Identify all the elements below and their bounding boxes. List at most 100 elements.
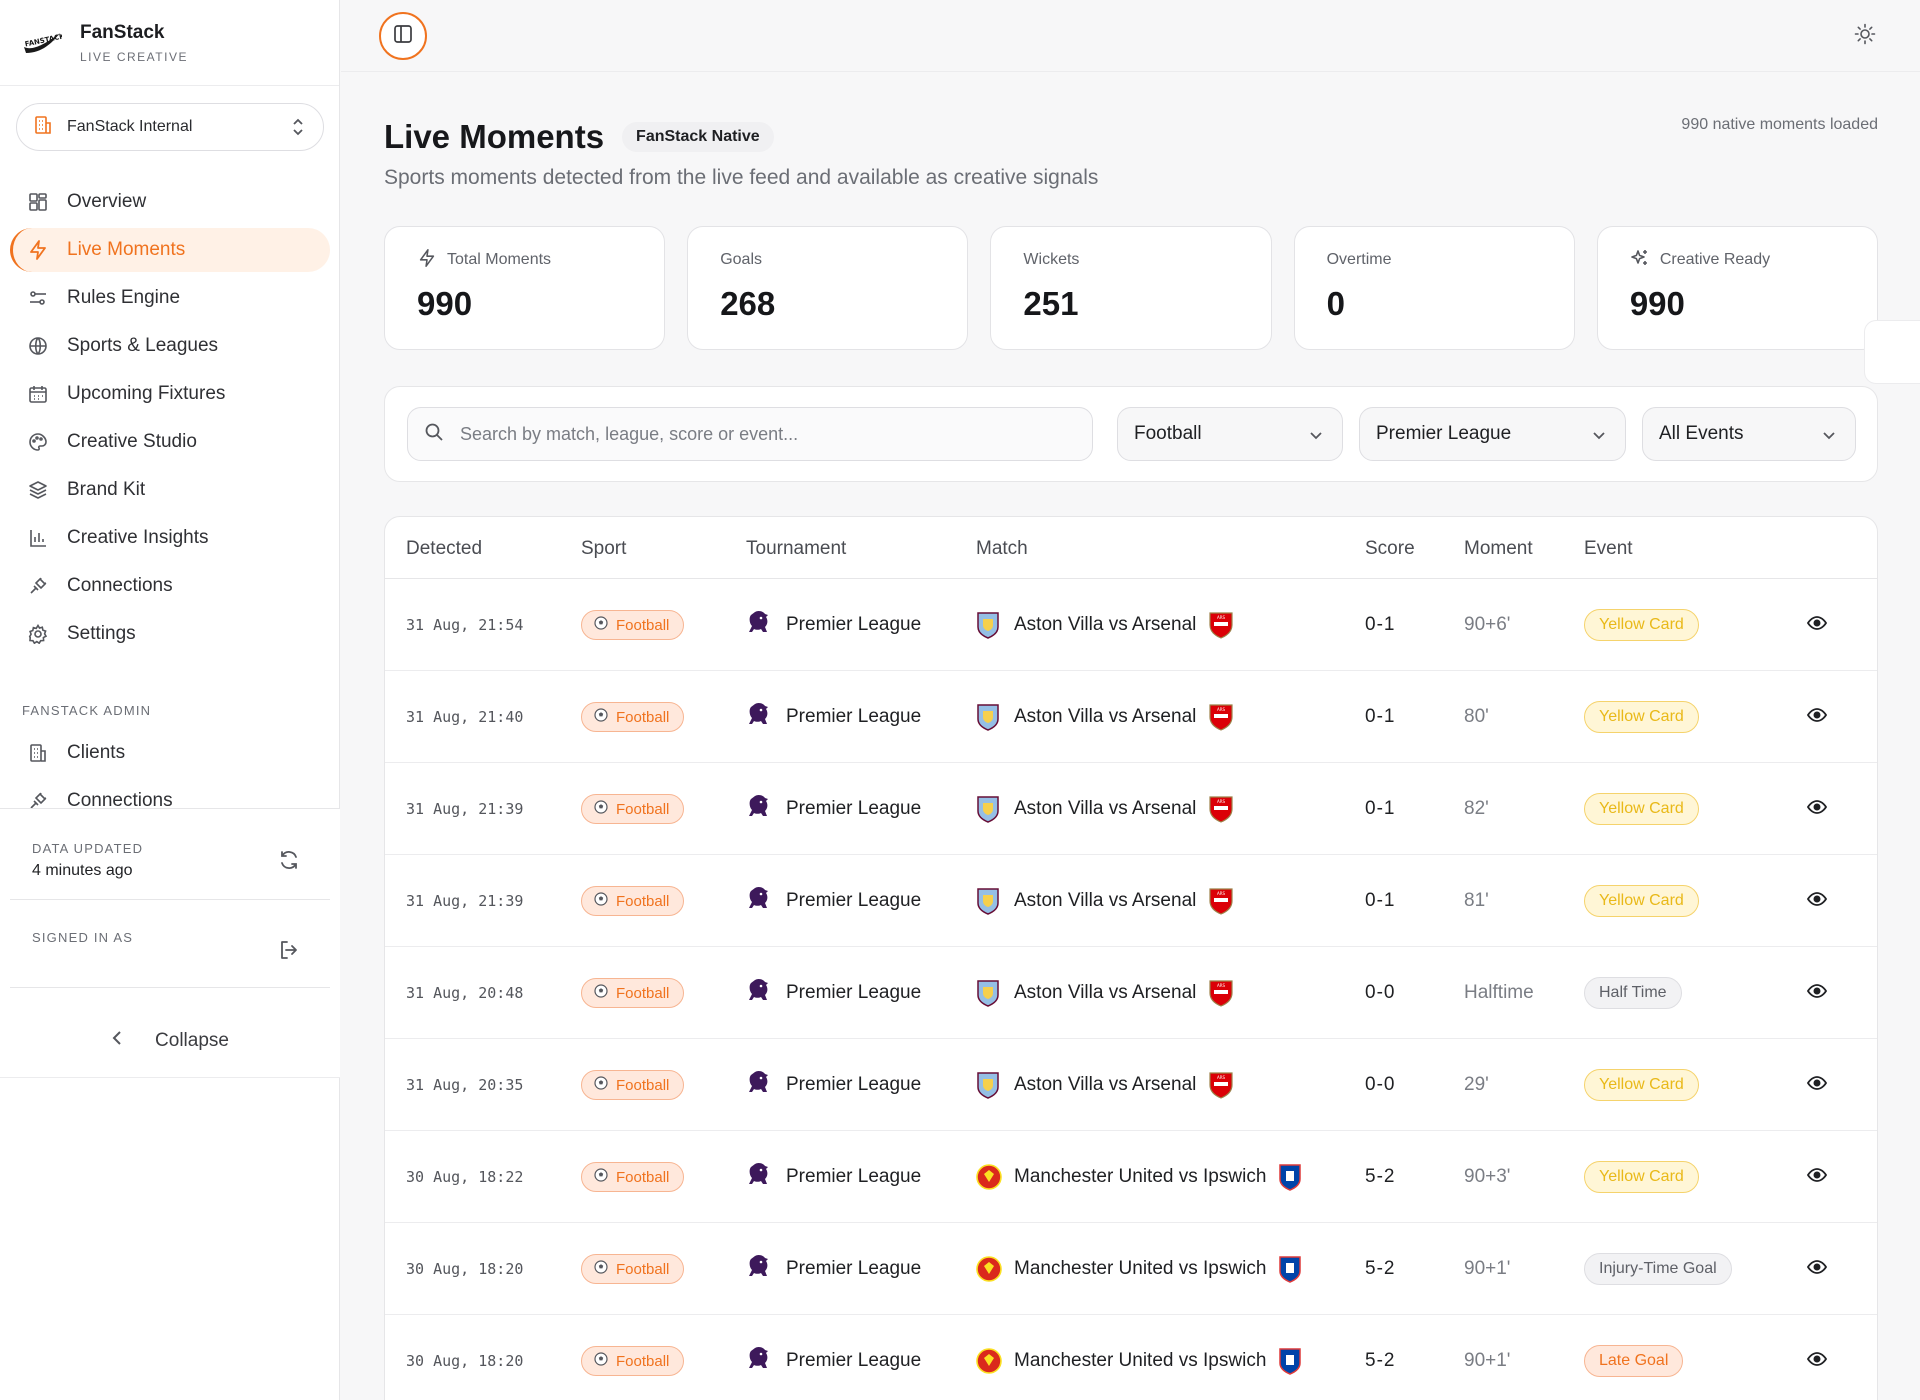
nav-item-creative-insights[interactable]: Creative Insights [10,516,330,560]
nav-item-brand-kit[interactable]: Brand Kit [10,468,330,512]
score: 0-1 [1365,614,1396,635]
eye-icon [1806,1348,1828,1375]
tournament-name: Premier League [786,614,922,635]
nav-item-settings[interactable]: Settings [10,612,330,656]
match-cell: Aston Villa vs Arsenal ARS [976,763,1246,855]
nav-item-clients[interactable]: Clients [10,731,330,775]
match-name: Aston Villa vs Arsenal [1014,890,1197,911]
football-icon [594,616,608,634]
event-badge: Yellow Card [1584,1069,1699,1101]
column-header-score[interactable]: Score [1365,538,1415,559]
premier-league-lion-icon [746,977,772,1010]
moment-minute: 29' [1464,1074,1489,1095]
view-button[interactable] [1806,579,1828,671]
nav-item-connections[interactable]: Connections [10,564,330,608]
ipswich-crest-icon [1278,1347,1304,1375]
detected-time: 31 Aug, 21:39 [406,800,524,818]
league-select[interactable]: Premier League [1359,407,1626,461]
match-cell: Manchester United vs Ipswich [976,1223,1316,1315]
stat-card-creative-ready: Creative Ready 990 [1596,226,1879,350]
score: 0-0 [1365,1074,1396,1095]
gear-icon [27,623,49,645]
table-row[interactable]: 30 Aug, 18:20 Football Premier League Ma… [385,1223,1877,1315]
sport-cell: Football [581,579,685,671]
premier-league-lion-icon [746,1161,772,1194]
refresh-icon[interactable] [278,849,300,876]
sidebar-footer: DATA UPDATED 4 minutes ago SIGNED IN AS … [0,808,340,1078]
table-row[interactable]: 30 Aug, 18:22 Football Premier League Ma… [385,1131,1877,1223]
sport-label: Football [616,1352,670,1370]
arsenal-crest-icon: ARS [1208,887,1234,915]
event-select[interactable]: All Events [1642,407,1856,461]
column-header-moment[interactable]: Moment [1464,538,1533,559]
eye-icon [1806,796,1828,823]
manchester-united-crest-icon [976,1347,1002,1375]
logout-icon[interactable] [278,939,300,966]
arsenal-crest-icon: ARS [1208,979,1234,1007]
nav-item-sports-leagues[interactable]: Sports & Leagues [10,324,330,368]
event-cell: Yellow Card [1584,579,1699,671]
nav-item-creative-studio[interactable]: Creative Studio [10,420,330,464]
theme-toggle-sun-icon[interactable] [1854,23,1876,50]
view-button[interactable] [1806,855,1828,947]
sport-select[interactable]: Football [1117,407,1343,461]
event-badge: Half Time [1584,977,1682,1009]
event-cell: Late Goal [1584,1315,1684,1400]
plug-icon [27,575,49,597]
table-row[interactable]: 31 Aug, 20:48 Football Premier League As… [385,947,1877,1039]
view-button[interactable] [1806,947,1828,1039]
sidebar-toggle-button[interactable] [379,12,427,60]
data-updated-label: DATA UPDATED [32,841,144,856]
brand-header: FANSTACK FanStack LIVE CREATIVE [0,0,339,86]
column-header-match[interactable]: Match [976,538,1028,559]
view-button[interactable] [1806,1315,1828,1400]
nav-item-label: Creative Insights [67,527,209,548]
nav-item-overview[interactable]: Overview [10,180,330,224]
table-row[interactable]: 31 Aug, 21:39 Football Premier League As… [385,855,1877,947]
table-row[interactable]: 31 Aug, 21:40 Football Premier League As… [385,671,1877,763]
nav-item-admin-connections[interactable]: Connections [10,779,330,811]
collapse-button[interactable]: Collapse [0,1009,340,1073]
nav-item-live-moments[interactable]: Live Moments [10,228,330,272]
eye-icon [1806,704,1828,731]
column-header-detected[interactable]: Detected [406,538,483,559]
nav-item-upcoming-fixtures[interactable]: Upcoming Fixtures [10,372,330,416]
fanstack-logo-icon: FANSTACK [22,29,66,57]
page-header: Live Moments FanStack Native [384,118,774,156]
nav-item-rules-engine[interactable]: Rules Engine [10,276,330,320]
view-button[interactable] [1806,1131,1828,1223]
sport-cell: Football [581,763,685,855]
sport-label: Football [616,1260,670,1278]
view-button[interactable] [1806,671,1828,763]
view-button[interactable] [1806,1039,1828,1131]
nav-item-label: Sports & Leagues [67,335,219,356]
match-cell: Aston Villa vs Arsenal ARS [976,947,1246,1039]
detected-time: 30 Aug, 18:20 [406,1260,524,1278]
column-header-event[interactable]: Event [1584,538,1633,559]
org-selector[interactable]: FanStack Internal [16,103,324,151]
table-row[interactable]: 31 Aug, 20:35 Football Premier League As… [385,1039,1877,1131]
view-button[interactable] [1806,1223,1828,1315]
column-header-tournament[interactable]: Tournament [746,538,847,559]
ipswich-crest-icon [1278,1255,1304,1283]
premier-league-lion-icon [746,1069,772,1102]
palette-icon [27,431,49,453]
topbar [341,0,1920,72]
manchester-united-crest-icon [976,1255,1002,1283]
globe-icon [27,335,49,357]
table-row[interactable]: 31 Aug, 21:54 Football Premier League As… [385,579,1877,671]
column-header-sport[interactable]: Sport [581,538,627,559]
layers-icon [27,479,49,501]
stat-label: Total Moments [447,251,552,268]
match-name: Manchester United vs Ipswich [1014,1166,1267,1187]
view-button[interactable] [1806,763,1828,855]
sport-badge: Football [581,1346,685,1376]
table-row[interactable]: 31 Aug, 21:39 Football Premier League As… [385,763,1877,855]
arsenal-crest-icon: ARS [1208,1071,1234,1099]
main-nav: Overview Live Moments Rules Engine Sport… [10,180,330,660]
chevron-down-icon [1308,427,1324,449]
search-input[interactable]: Search by match, league, score or event.… [407,407,1093,461]
table-row[interactable]: 30 Aug, 18:20 Football Premier League Ma… [385,1315,1877,1400]
tournament-cell: Premier League [746,1039,921,1131]
edge-panel-tab[interactable] [1864,320,1920,384]
